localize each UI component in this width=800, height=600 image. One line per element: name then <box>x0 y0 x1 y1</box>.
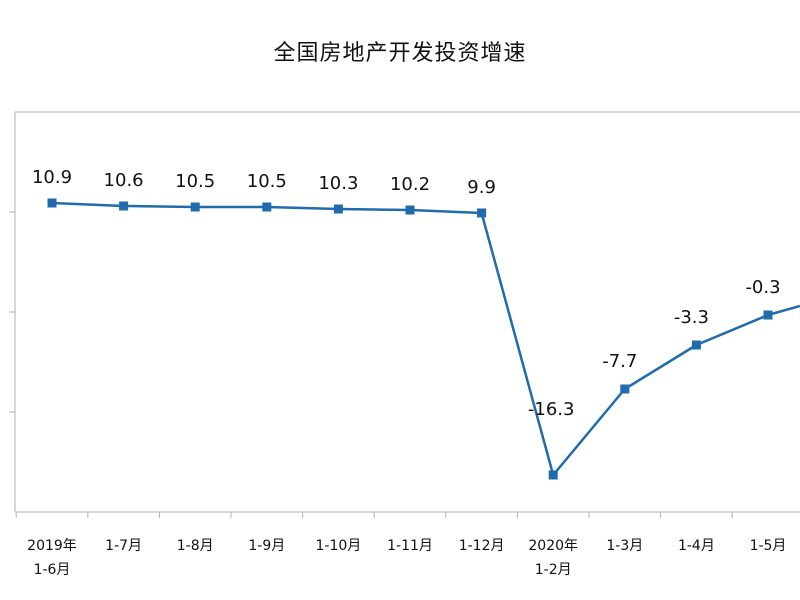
x-tick-label: 1-10月 <box>316 538 362 554</box>
data-label: 9.9 <box>467 177 496 198</box>
data-point-marker <box>333 204 343 214</box>
data-point-marker <box>119 201 129 211</box>
markers <box>47 198 773 480</box>
data-point-marker <box>548 470 558 480</box>
chart-title: 全国房地产开发投资增速 <box>273 41 527 66</box>
x-tick-label: 1-2月 <box>535 562 572 578</box>
data-point-marker <box>691 340 701 350</box>
data-label: -16.3 <box>528 399 575 420</box>
data-point-marker <box>262 202 272 212</box>
x-tick-label: 1-5月 <box>750 538 787 554</box>
data-point-marker <box>405 205 415 215</box>
data-label: 10.5 <box>247 171 287 192</box>
x-tick-label: 1-11月 <box>387 538 433 554</box>
data-label: 10.2 <box>390 174 430 195</box>
data-point-marker <box>763 310 773 320</box>
x-tick-label: 1-12月 <box>459 538 505 554</box>
data-labels: 10.9 10.6 10.5 10.5 10.3 10.2 9.9 -16.3 -7.7 -3.3… <box>32 167 781 420</box>
data-label: 10.5 <box>175 171 215 192</box>
data-label: 10.3 <box>318 173 358 194</box>
data-point-marker <box>477 208 487 218</box>
axes <box>9 111 800 518</box>
data-label: 10.6 <box>104 170 144 191</box>
data-label: -0.3 <box>745 277 780 298</box>
x-tick-labels: 2019年 1-6月 1-7月 1-8月 1-9月 1-10月 1-11月 1-12月 2020… <box>27 538 786 578</box>
x-tick-label: 2020年 <box>528 538 578 554</box>
x-tick-label: 1-4月 <box>678 538 715 554</box>
x-tick-label: 2019年 <box>27 538 77 554</box>
data-label: 10.9 <box>32 167 72 188</box>
series-line-group <box>51 201 800 477</box>
x-tick-label: 1-3月 <box>606 538 643 554</box>
data-point-marker <box>620 384 630 394</box>
series-line <box>51 201 800 477</box>
x-tick-label: 1-7月 <box>105 538 142 554</box>
x-tick-label: 1-9月 <box>248 538 285 554</box>
x-tick-label: 1-6月 <box>34 562 71 578</box>
x-tick-label: 1-8月 <box>177 538 214 554</box>
data-label: -7.7 <box>602 351 637 372</box>
data-label: -3.3 <box>674 307 709 328</box>
data-point-marker <box>190 202 200 212</box>
data-point-marker <box>47 198 57 208</box>
